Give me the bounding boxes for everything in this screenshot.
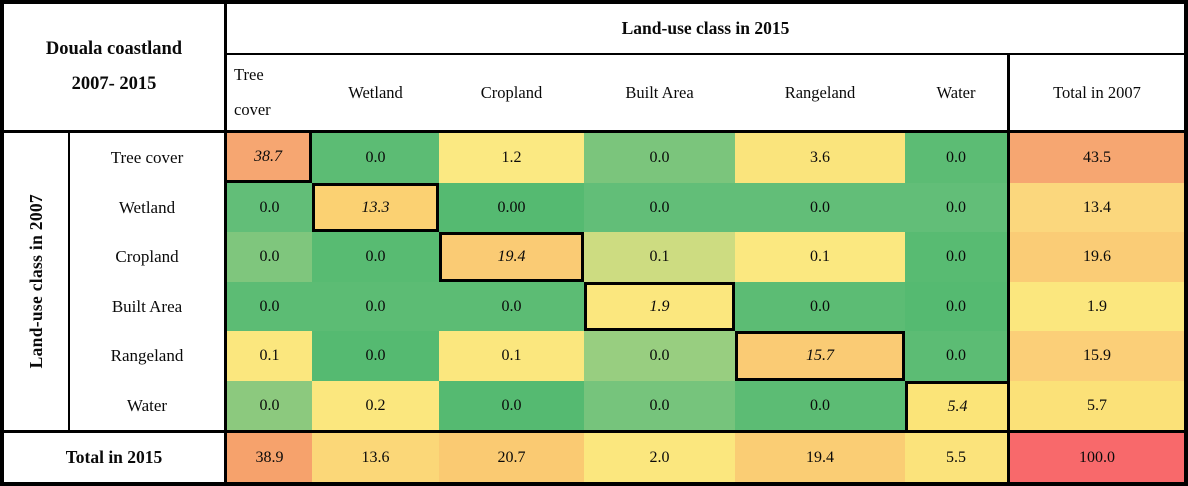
matrix-cell-diagonal: 13.3 [312, 183, 439, 232]
row-axis-title: Land-use class in 2007 [4, 133, 70, 430]
col-header-rangeland: Rangeland [735, 55, 905, 133]
matrix-cell: 0.0 [735, 183, 905, 232]
matrix-cell: 1.2 [439, 133, 584, 183]
matrix-cell-diagonal: 19.4 [439, 232, 584, 282]
matrix-cell: 0.1 [439, 331, 584, 381]
matrix-cell: 0.0 [905, 232, 1007, 282]
matrix-cell: 0.0 [312, 282, 439, 331]
matrix-cell: 0.0 [439, 381, 584, 430]
total-2007-cell: 19.6 [1007, 232, 1184, 282]
matrix-cell-diagonal: 15.7 [735, 331, 905, 381]
matrix-cell: 0.0 [735, 282, 905, 331]
col-header-total-2007: Total in 2007 [1007, 55, 1184, 133]
corner-title-line1: Douala coastland [45, 39, 183, 59]
total-2015-cell: 19.4 [735, 430, 905, 482]
matrix-cell: 0.0 [584, 133, 735, 183]
matrix-cell: 0.0 [584, 381, 735, 430]
total-2015-cell: 2.0 [584, 430, 735, 482]
total-2007-cell: 43.5 [1007, 133, 1184, 183]
matrix-cell: 0.0 [584, 183, 735, 232]
matrix-cell-diagonal: 1.9 [584, 282, 735, 331]
matrix-cell: 0.0 [905, 331, 1007, 381]
matrix-cell: 0.0 [905, 282, 1007, 331]
total-2015-cell: 5.5 [905, 430, 1007, 482]
total-2007-cell: 5.7 [1007, 381, 1184, 430]
col-header-cropland: Cropland [439, 55, 584, 133]
matrix-cell: 0.2 [312, 381, 439, 430]
matrix-cell-diagonal: 38.7 [227, 133, 312, 183]
matrix-cell: 0.0 [735, 381, 905, 430]
row-label-tree-cover: Tree cover [70, 133, 227, 183]
row-label-wetland: Wetland [70, 183, 227, 232]
corner-title-line2: 2007- 2015 [71, 74, 157, 94]
matrix-cell: 0.1 [584, 232, 735, 282]
corner-title: Douala coastland 2007- 2015 [4, 4, 227, 133]
matrix-cell: 0.0 [439, 282, 584, 331]
matrix-cell: 3.6 [735, 133, 905, 183]
matrix-cell: 0.0 [227, 183, 312, 232]
total-2007-cell: 13.4 [1007, 183, 1184, 232]
row-label-built-area: Built Area [70, 282, 227, 331]
matrix-cell: 0.0 [227, 282, 312, 331]
matrix-cell: 0.0 [312, 331, 439, 381]
column-axis-title: Land-use class in 2015 [227, 4, 1184, 55]
matrix-cell: 0.00 [439, 183, 584, 232]
row-label-water: Water [70, 381, 227, 430]
matrix-cell: 0.0 [584, 331, 735, 381]
grand-total-cell: 100.0 [1007, 430, 1184, 482]
matrix-cell: 0.0 [905, 133, 1007, 183]
total-2007-cell: 1.9 [1007, 282, 1184, 331]
matrix-cell: 0.0 [905, 183, 1007, 232]
matrix-cell-diagonal: 5.4 [905, 381, 1007, 430]
col-header-wetland: Wetland [312, 55, 439, 133]
col-header-built-area: Built Area [584, 55, 735, 133]
matrix-cell: 0.0 [312, 232, 439, 282]
total-2015-row-label: Total in 2015 [4, 430, 227, 482]
col-header-tree-cover: Tree cover [227, 55, 312, 133]
matrix-cell: 0.0 [227, 232, 312, 282]
row-label-cropland: Cropland [70, 232, 227, 282]
total-2007-cell: 15.9 [1007, 331, 1184, 381]
total-2015-cell: 20.7 [439, 430, 584, 482]
total-2015-cell: 38.9 [227, 430, 312, 482]
matrix-cell: 0.0 [312, 133, 439, 183]
total-2015-cell: 13.6 [312, 430, 439, 482]
matrix-cell: 0.0 [227, 381, 312, 430]
col-header-water: Water [905, 55, 1007, 133]
matrix-cell: 0.1 [227, 331, 312, 381]
matrix-cell: 0.1 [735, 232, 905, 282]
row-label-rangeland: Rangeland [70, 331, 227, 381]
